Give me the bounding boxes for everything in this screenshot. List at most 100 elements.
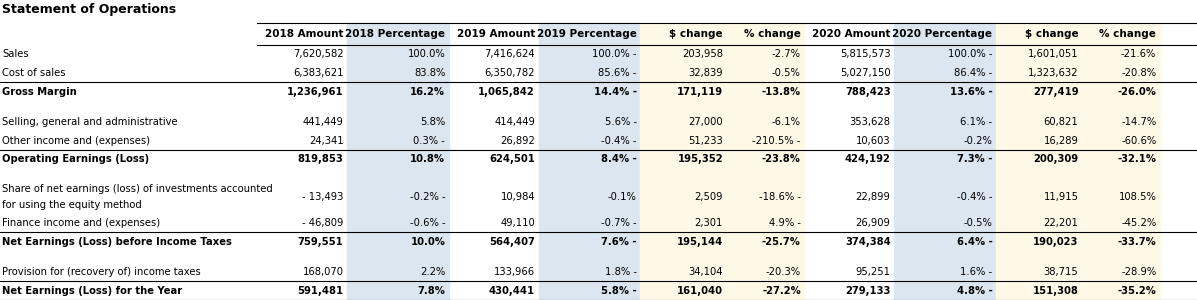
Text: 8.4% -: 8.4% -	[601, 154, 637, 164]
Text: 788,423: 788,423	[845, 86, 891, 97]
Text: -6.1%: -6.1%	[772, 117, 801, 127]
Text: -0.6% -: -0.6% -	[409, 218, 445, 228]
Text: 108.5%: 108.5%	[1118, 192, 1156, 202]
Text: 195,352: 195,352	[678, 154, 723, 164]
Text: 564,407: 564,407	[490, 236, 535, 247]
Text: Net Earnings (Loss) before Income Taxes: Net Earnings (Loss) before Income Taxes	[2, 236, 232, 247]
Text: Gross Margin: Gross Margin	[2, 86, 77, 97]
Text: 100.0%: 100.0%	[407, 49, 445, 59]
Text: 10.8%: 10.8%	[411, 154, 445, 164]
Text: -23.8%: -23.8%	[762, 154, 801, 164]
Text: -45.2%: -45.2%	[1122, 218, 1156, 228]
Text: 1,323,632: 1,323,632	[1028, 68, 1078, 78]
Text: -60.6%: -60.6%	[1122, 136, 1156, 146]
Text: -210.5% -: -210.5% -	[753, 136, 801, 146]
Text: 1.8% -: 1.8% -	[604, 267, 637, 277]
Text: 5,027,150: 5,027,150	[840, 68, 891, 78]
Text: 83.8%: 83.8%	[414, 68, 445, 78]
Text: 22,201: 22,201	[1044, 218, 1078, 228]
Text: 190,023: 190,023	[1033, 236, 1078, 247]
Text: 203,958: 203,958	[682, 49, 723, 59]
Text: -0.5%: -0.5%	[772, 68, 801, 78]
Text: 2020 Percentage: 2020 Percentage	[892, 29, 992, 39]
Text: 5.8% -: 5.8% -	[601, 286, 637, 296]
Text: 16,289: 16,289	[1044, 136, 1078, 146]
Text: 1,065,842: 1,065,842	[479, 86, 535, 97]
Text: 1,601,051: 1,601,051	[1028, 49, 1078, 59]
Bar	[894, 22, 996, 300]
Text: 95,251: 95,251	[856, 267, 891, 277]
Text: 1,236,961: 1,236,961	[287, 86, 344, 97]
Text: 51,233: 51,233	[688, 136, 723, 146]
Text: 7.6% -: 7.6% -	[601, 236, 637, 247]
Text: Finance income and (expenses): Finance income and (expenses)	[2, 218, 160, 228]
Text: 279,133: 279,133	[845, 286, 891, 296]
Text: 85.6% -: 85.6% -	[598, 68, 637, 78]
Text: -25.7%: -25.7%	[762, 236, 801, 247]
Text: 200,309: 200,309	[1033, 154, 1078, 164]
Text: 2018 Percentage: 2018 Percentage	[345, 29, 445, 39]
Text: -21.6%: -21.6%	[1120, 49, 1156, 59]
Text: Operating Earnings (Loss): Operating Earnings (Loss)	[2, 154, 150, 164]
Text: Statement of Operations: Statement of Operations	[2, 3, 176, 16]
Text: 38,715: 38,715	[1044, 267, 1078, 277]
Text: 424,192: 424,192	[845, 154, 891, 164]
Text: 441,449: 441,449	[303, 117, 344, 127]
Text: -13.8%: -13.8%	[761, 86, 801, 97]
Text: -2.7%: -2.7%	[772, 49, 801, 59]
Text: 10,984: 10,984	[500, 192, 535, 202]
Text: -0.4% -: -0.4% -	[601, 136, 637, 146]
Bar	[640, 22, 727, 300]
Text: 2019 Percentage: 2019 Percentage	[537, 29, 637, 39]
Text: Provision for (recovery of) income taxes: Provision for (recovery of) income taxes	[2, 267, 201, 277]
Text: -18.6% -: -18.6% -	[759, 192, 801, 202]
Text: 2.2%: 2.2%	[420, 267, 445, 277]
Text: 7.3% -: 7.3% -	[956, 154, 992, 164]
Text: 151,308: 151,308	[1033, 286, 1078, 296]
Bar	[539, 22, 640, 300]
Text: 34,104: 34,104	[688, 267, 723, 277]
Text: -26.0%: -26.0%	[1118, 86, 1156, 97]
Text: 26,909: 26,909	[856, 218, 891, 228]
Bar	[1082, 22, 1160, 300]
Text: 7,416,624: 7,416,624	[485, 49, 535, 59]
Text: 6,350,782: 6,350,782	[485, 68, 535, 78]
Text: -0.5%: -0.5%	[964, 218, 992, 228]
Text: 2019 Amount: 2019 Amount	[457, 29, 535, 39]
Text: 22,899: 22,899	[856, 192, 891, 202]
Text: 759,551: 759,551	[298, 236, 344, 247]
Text: Cost of sales: Cost of sales	[2, 68, 66, 78]
Text: - 46,809: - 46,809	[302, 218, 344, 228]
Text: 624,501: 624,501	[490, 154, 535, 164]
Text: Other income and (expenses): Other income and (expenses)	[2, 136, 151, 146]
Text: - 13,493: - 13,493	[302, 192, 344, 202]
Text: 16.2%: 16.2%	[411, 86, 445, 97]
Text: Selling, general and administrative: Selling, general and administrative	[2, 117, 178, 127]
Text: 27,000: 27,000	[688, 117, 723, 127]
Text: -0.2%: -0.2%	[964, 136, 992, 146]
Text: 2018 Amount: 2018 Amount	[265, 29, 344, 39]
Text: 14.4% -: 14.4% -	[594, 86, 637, 97]
Text: 1.6% -: 1.6% -	[960, 267, 992, 277]
Text: 26,892: 26,892	[500, 136, 535, 146]
Text: 100.0% -: 100.0% -	[593, 49, 637, 59]
Text: -33.7%: -33.7%	[1118, 236, 1156, 247]
Text: $ change: $ change	[669, 29, 723, 39]
Text: -14.7%: -14.7%	[1122, 117, 1156, 127]
Text: 100.0% -: 100.0% -	[948, 49, 992, 59]
Text: -20.3%: -20.3%	[766, 267, 801, 277]
Text: 2,509: 2,509	[694, 192, 723, 202]
Text: 4.9% -: 4.9% -	[768, 218, 801, 228]
Text: -0.7% -: -0.7% -	[601, 218, 637, 228]
Text: 49,110: 49,110	[500, 218, 535, 228]
Text: % change: % change	[1099, 29, 1156, 39]
Text: -27.2%: -27.2%	[762, 286, 801, 296]
Text: 10,603: 10,603	[856, 136, 891, 146]
Text: 374,384: 374,384	[845, 236, 891, 247]
Text: 0.3% -: 0.3% -	[413, 136, 445, 146]
Text: 6.4% -: 6.4% -	[956, 236, 992, 247]
Text: 60,821: 60,821	[1044, 117, 1078, 127]
Text: 32,839: 32,839	[688, 68, 723, 78]
Text: $ change: $ change	[1025, 29, 1078, 39]
Text: 11,915: 11,915	[1044, 192, 1078, 202]
